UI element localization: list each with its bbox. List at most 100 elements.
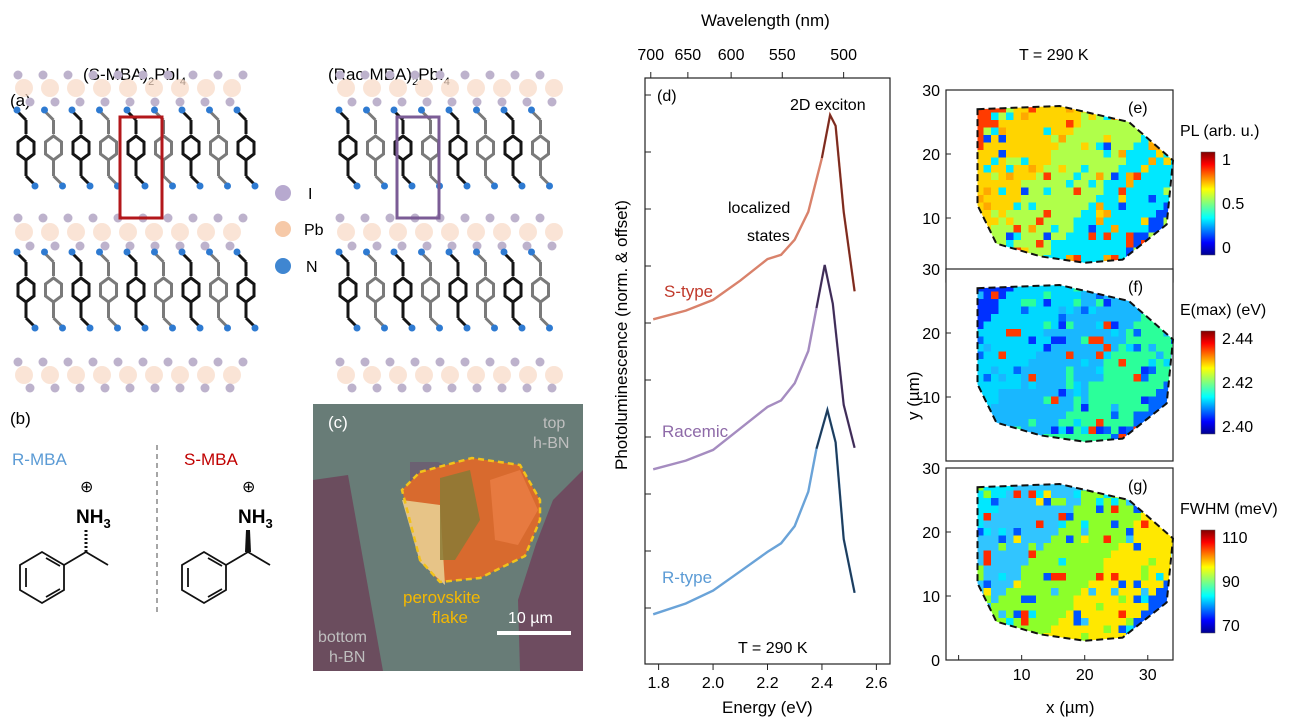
bottom-tick-label: 2.6 <box>865 675 887 692</box>
top-tick-label: 600 <box>718 47 745 64</box>
top-tick-label: 500 <box>830 47 857 64</box>
s-wedge-bond <box>245 530 251 552</box>
bottom-hbn-label-1: bottom <box>318 629 367 646</box>
colorbar-title: PL (arb. u.) <box>1180 123 1259 140</box>
map-y-tick-label: 20 <box>922 147 940 164</box>
temperature-label: T = 290 K <box>738 640 808 657</box>
flake-label-1: perovskite <box>403 588 480 607</box>
crystal-structure-rac-mba <box>335 70 563 393</box>
top-hbn-label-1: top <box>543 415 565 432</box>
map-x-tick-label: 10 <box>1013 667 1031 684</box>
colorbar-tick-label: 70 <box>1222 618 1240 635</box>
colorbar-tick-label: 1 <box>1222 152 1231 169</box>
colorbar-title: E(max) (eV) <box>1180 302 1266 319</box>
bottom-tick-label: 2.2 <box>756 675 778 692</box>
series-label-r-type: R-type <box>662 568 712 587</box>
scale-bar-label: 10 µm <box>508 610 553 627</box>
unit-cell-highlight-left <box>118 115 164 220</box>
maps-x-axis-title: x (µm) <box>1046 698 1095 717</box>
panel-a: (a) (S-MBA)2PbI4 (Rac-MBA)2PbI4 I Pb N <box>10 65 563 393</box>
top-axis-ticks: 700 650 600 550 500 <box>637 47 857 78</box>
colorbar-title: FWHM (meV) <box>1180 501 1278 518</box>
map-y-tick-label: 0 <box>931 653 940 670</box>
localized-label-1: localized <box>728 200 790 217</box>
r-plus-charge: ⊕ <box>80 479 93 496</box>
colorbar-tick-label: 2.44 <box>1222 331 1253 348</box>
map-tag: (f) <box>1128 279 1143 296</box>
panel-d-tag: (d) <box>657 88 677 105</box>
colorbar-tick-label: 110 <box>1222 530 1248 547</box>
colorbar <box>1200 151 1216 256</box>
flake-outline <box>976 104 1175 264</box>
pl-fit-line <box>820 111 856 292</box>
localized-label-2: states <box>747 228 790 245</box>
s-mba-molecule <box>181 550 271 605</box>
bottom-axis-ticks: 1.8 2.0 2.2 2.4 2.6 <box>647 664 888 692</box>
colorbar-tick-label: 2.40 <box>1222 419 1253 436</box>
map-x-tick-label: 20 <box>1076 667 1094 684</box>
panel-b-tag: (b) <box>10 409 31 428</box>
r-mba-label: R-MBA <box>12 450 67 469</box>
s-nh3: NH3 <box>238 507 273 531</box>
bottom-tick-label: 1.8 <box>647 675 669 692</box>
legend-label-i: I <box>308 186 312 203</box>
map-tag: (e) <box>1128 100 1148 117</box>
bottom-tick-label: 2.0 <box>702 675 724 692</box>
colorbar <box>1200 529 1216 634</box>
bottom-hbn-label-2: h-BN <box>329 649 365 666</box>
maps-title: T = 290 K <box>1019 47 1089 64</box>
pl-fit-line <box>815 264 856 449</box>
crystal-structure-s-mba <box>13 70 259 393</box>
colorbar-tick-label: 0 <box>1222 240 1231 257</box>
panel-c: (c) top h-BN bottom h-BN perovskite flak… <box>313 404 583 671</box>
top-hbn-label-2: h-BN <box>533 435 569 452</box>
map-y-tick-label: 30 <box>922 461 940 478</box>
top-tick-label: 550 <box>769 47 796 64</box>
legend-dot-i <box>275 185 291 201</box>
s-plus-charge: ⊕ <box>242 479 255 496</box>
flake-label-2: flake <box>432 608 468 627</box>
r-mba-molecule <box>19 530 109 605</box>
map-y-tick-label: 10 <box>922 589 940 606</box>
s-mba-label: S-MBA <box>184 450 239 469</box>
x-axis-title: Energy (eV) <box>722 698 813 717</box>
legend-label-pb: Pb <box>304 222 324 239</box>
colorbar-tick-label: 0.5 <box>1222 196 1244 213</box>
top-tick-label: 650 <box>675 47 702 64</box>
r-nh3: NH3 <box>76 507 111 531</box>
map-panel: (g) 0 10 20 30 FWHM (meV) 110 90 70 <box>922 461 1278 670</box>
flake-outline <box>976 283 1175 443</box>
series-label-racemic: Racemic <box>662 422 729 441</box>
legend-label-n: N <box>306 259 318 276</box>
legend-dot-pb <box>275 221 291 237</box>
colorbar-tick-label: 2.42 <box>1222 375 1253 392</box>
map-y-tick-label: 10 <box>922 390 940 407</box>
top-hbn-region <box>518 470 583 671</box>
top-tick-label: 700 <box>637 47 664 64</box>
pl-curves <box>652 111 856 616</box>
atom-legend: I Pb N <box>275 185 324 276</box>
peak-label: 2D exciton <box>790 97 866 114</box>
map-panel: (e) 10 20 30 PL (arb. u.) 1 0.5 0 <box>922 83 1259 283</box>
panel-c-tag: (c) <box>328 413 348 432</box>
bottom-tick-label: 2.4 <box>811 675 833 692</box>
legend-dot-n <box>275 258 291 274</box>
map-y-tick-label: 30 <box>922 83 940 100</box>
panel-b: (b) R-MBA S-MBA ⊕ NH3 ⊕ NH3 <box>10 409 273 612</box>
y-axis-ticks <box>645 94 651 609</box>
map-y-tick-label: 10 <box>922 211 940 228</box>
maps-panel: T = 290 K (e) 10 20 30 PL (arb. u.) 1 0.5 0 (f) 1… <box>904 47 1278 717</box>
flake-outline <box>976 482 1175 642</box>
top-axis-title: Wavelength (nm) <box>701 11 830 30</box>
maps-y-axis-title: y (µm) <box>904 371 923 420</box>
map-tag: (g) <box>1128 478 1148 495</box>
scale-bar <box>497 631 571 635</box>
bottom-hbn-region <box>313 475 383 671</box>
map-panel: (f) 10 20 30 E(max) (eV) 2.44 2.42 2.40 <box>922 262 1266 462</box>
unit-cell-highlight-right <box>395 115 441 220</box>
map-y-tick-label: 30 <box>922 262 940 279</box>
pl-fit-line <box>815 406 856 593</box>
series-label-s-type: S-type <box>664 282 713 301</box>
map-x-tick-label: 30 <box>1139 667 1157 684</box>
